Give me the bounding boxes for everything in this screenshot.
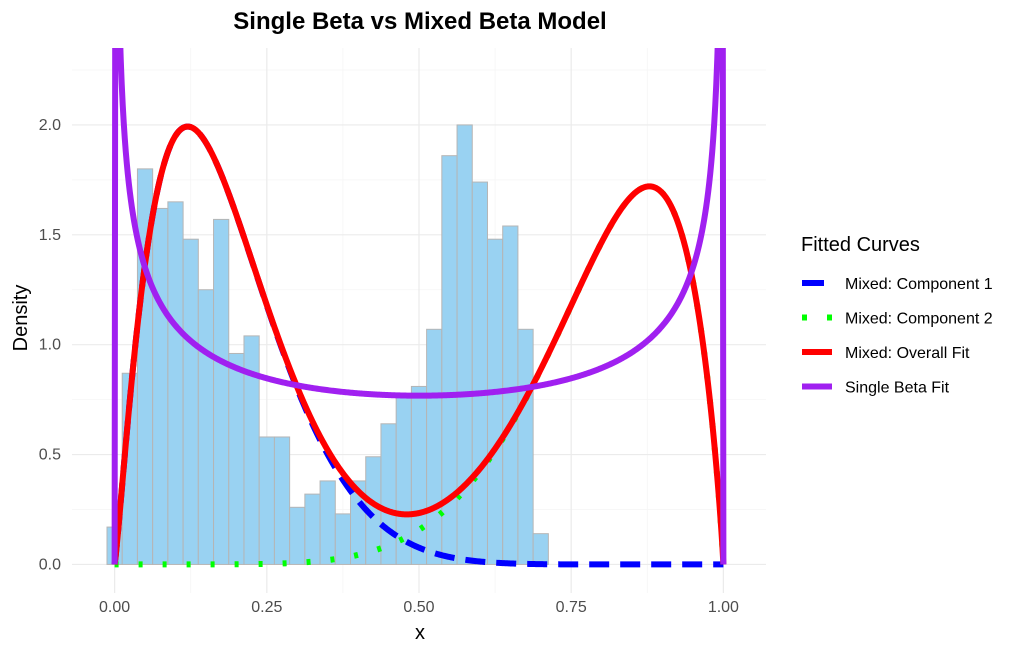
histogram-bar bbox=[152, 207, 169, 565]
x-tick-label: 0.25 bbox=[251, 599, 282, 616]
single-beta-curve bbox=[111, 48, 727, 565]
y-tick-label: 0.5 bbox=[39, 447, 61, 464]
overall-fit-curve bbox=[111, 123, 727, 565]
y-tick-label: 2.0 bbox=[39, 117, 61, 134]
histogram-bar bbox=[289, 506, 306, 565]
histogram-bar bbox=[167, 201, 184, 565]
histogram-bar bbox=[304, 493, 321, 565]
legend-items: Mixed: Component 1 Mixed: Component 2 Mixe… bbox=[802, 276, 993, 397]
histogram-bar bbox=[258, 436, 275, 565]
y-tick-label: 0.0 bbox=[39, 556, 61, 573]
histogram-bar bbox=[380, 423, 397, 565]
histogram-bar bbox=[426, 328, 443, 565]
x-tick-label: 0.00 bbox=[99, 599, 130, 616]
histogram-bar bbox=[273, 436, 291, 565]
histogram-bar bbox=[517, 328, 534, 565]
legend-label: Mixed: Component 1 bbox=[845, 276, 993, 293]
legend-label: Mixed: Component 2 bbox=[845, 311, 993, 328]
chart-title: Single Beta vs Mixed Beta Model bbox=[233, 8, 606, 35]
x-axis-title: x bbox=[415, 622, 425, 644]
histogram-bar bbox=[197, 289, 215, 565]
plot-panel bbox=[72, 48, 766, 593]
histogram-bar bbox=[319, 480, 336, 565]
density-curves bbox=[111, 48, 727, 568]
histogram-bar bbox=[410, 385, 428, 565]
histogram-bar bbox=[334, 513, 352, 565]
histogram-bar bbox=[471, 181, 488, 565]
legend-label: Mixed: Overall Fit bbox=[845, 345, 970, 362]
y-tick-label: 1.0 bbox=[39, 337, 61, 354]
x-tick-label: 0.75 bbox=[556, 599, 587, 616]
x-tick-label: 1.00 bbox=[708, 599, 739, 616]
histogram-bar bbox=[532, 533, 549, 565]
y-axis-title: Density bbox=[10, 285, 32, 352]
x-tick-label: 0.50 bbox=[403, 599, 434, 616]
histogram-bar bbox=[502, 225, 519, 565]
legend-label: Single Beta Fit bbox=[845, 380, 950, 397]
y-tick-label: 1.5 bbox=[39, 227, 61, 244]
histogram-bar bbox=[395, 396, 412, 565]
histogram-bar bbox=[213, 218, 230, 565]
x-axis-ticks: 0.00 0.25 0.50 0.75 1.00 bbox=[99, 599, 739, 616]
histogram-bar bbox=[182, 238, 199, 565]
histogram-bar bbox=[486, 238, 504, 565]
legend-title: Fitted Curves bbox=[801, 234, 920, 256]
y-axis-ticks: 0.0 0.5 1.0 1.5 2.0 bbox=[39, 117, 61, 574]
histogram-bar bbox=[228, 352, 245, 565]
